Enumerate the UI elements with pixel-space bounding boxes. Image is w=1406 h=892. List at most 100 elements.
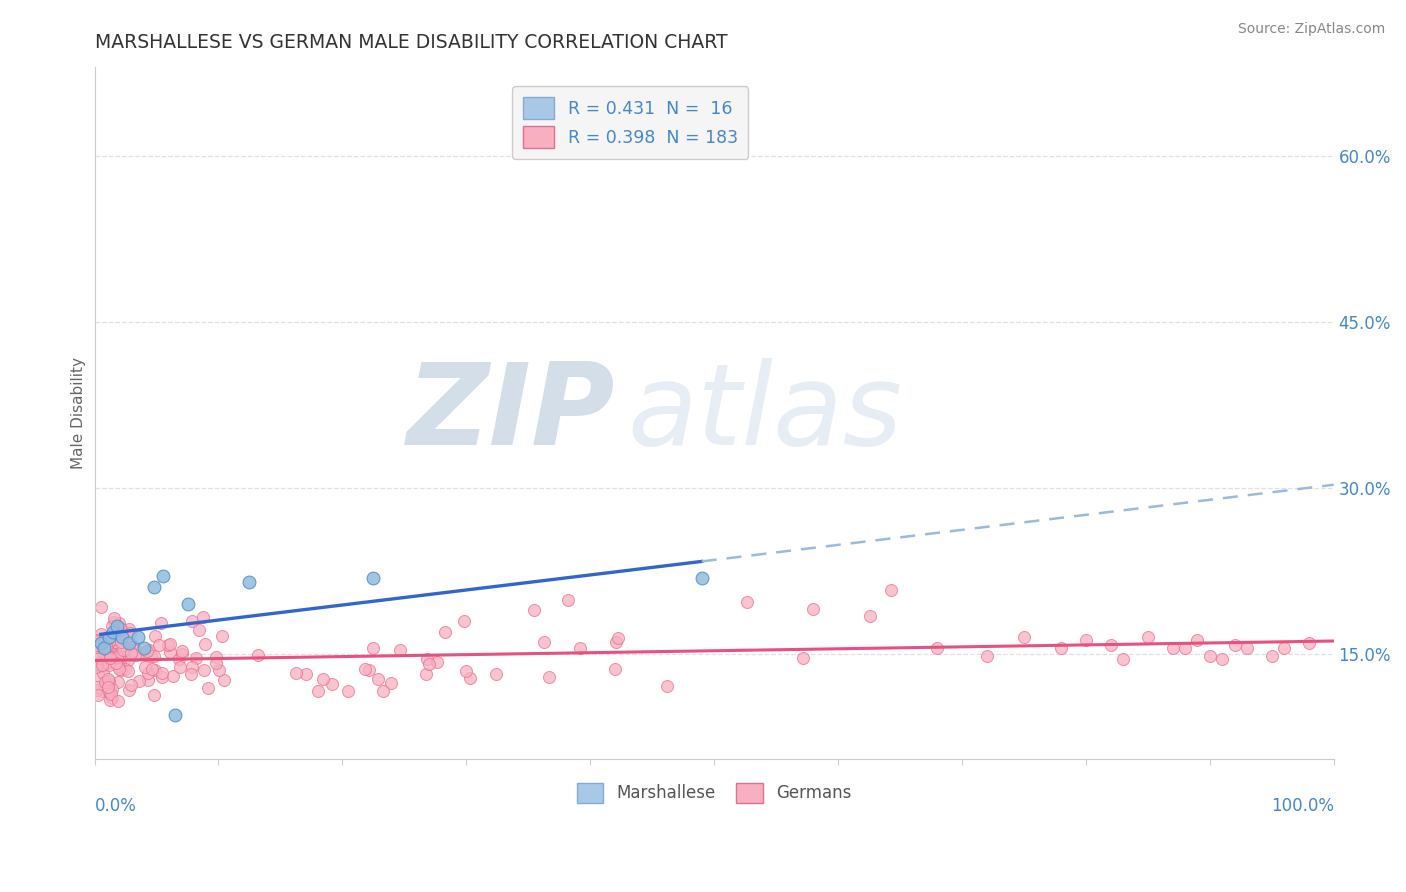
Point: [86, 636, 108, 650]
Point: [104, 647, 127, 661]
Point: [1074, 633, 1097, 648]
Point: [98, 693, 121, 707]
Point: [801, 602, 824, 616]
Point: [110, 663, 132, 677]
Point: [90, 636, 112, 650]
Point: [108, 657, 131, 672]
Point: [107, 674, 129, 689]
Point: [193, 637, 215, 651]
Point: [172, 647, 194, 661]
Point: [100, 690, 122, 705]
Point: [193, 663, 215, 677]
Point: [90, 635, 112, 649]
Point: [97, 680, 120, 694]
Point: [118, 622, 141, 636]
Text: 100.0%: 100.0%: [1271, 797, 1334, 814]
Point: [89, 650, 111, 665]
Point: [361, 641, 384, 656]
Point: [157, 638, 180, 652]
Point: [100, 646, 122, 660]
Point: [90, 655, 112, 669]
Point: [94, 674, 117, 689]
Point: [128, 674, 150, 689]
Point: [91, 658, 114, 673]
Point: [90, 600, 112, 615]
Point: [122, 640, 145, 654]
Point: [84, 633, 107, 648]
Point: [93, 646, 115, 660]
Point: [108, 615, 131, 630]
Point: [97, 648, 120, 662]
Point: [98, 638, 121, 652]
Point: [1223, 638, 1246, 652]
Point: [89, 658, 111, 673]
Point: [142, 648, 165, 663]
Point: [108, 649, 131, 664]
Point: [312, 672, 335, 686]
Point: [111, 643, 134, 657]
Point: [458, 671, 481, 685]
Point: [89, 639, 111, 653]
Point: [1260, 648, 1282, 663]
Point: [108, 621, 131, 635]
Point: [86, 683, 108, 698]
Point: [100, 646, 122, 660]
Point: [103, 615, 125, 630]
Point: [454, 665, 477, 679]
Text: MARSHALLESE VS GERMAN MALE DISABILITY CORRELATION CHART: MARSHALLESE VS GERMAN MALE DISABILITY CO…: [94, 33, 727, 52]
Point: [103, 632, 125, 646]
Point: [247, 648, 270, 662]
Point: [336, 683, 359, 698]
Point: [136, 665, 159, 680]
Point: [353, 662, 375, 676]
Point: [128, 646, 150, 660]
Point: [1236, 641, 1258, 656]
Point: [105, 656, 128, 670]
Y-axis label: Male Disability: Male Disability: [72, 357, 86, 469]
Point: [121, 678, 143, 692]
Point: [96, 650, 118, 665]
Point: [128, 647, 150, 661]
Point: [117, 652, 139, 666]
Point: [148, 638, 170, 652]
Point: [143, 580, 166, 594]
Point: [86, 638, 108, 652]
Point: [162, 669, 184, 683]
Point: [90, 627, 112, 641]
Point: [138, 642, 160, 657]
Point: [86, 646, 108, 660]
Point: [285, 666, 308, 681]
Point: [96, 640, 118, 655]
Point: [690, 571, 713, 585]
Point: [103, 611, 125, 625]
Point: [180, 667, 202, 681]
Point: [605, 661, 627, 675]
Point: [107, 648, 129, 662]
Point: [176, 597, 198, 611]
Point: [107, 662, 129, 676]
Point: [1198, 648, 1220, 663]
Point: [453, 614, 475, 628]
Point: [98, 635, 121, 649]
Point: [208, 664, 231, 678]
Point: [1187, 633, 1209, 648]
Point: [107, 693, 129, 707]
Point: [367, 672, 389, 686]
Point: [97, 675, 120, 690]
Point: [295, 667, 318, 681]
Point: [859, 609, 882, 624]
Point: [134, 660, 156, 674]
Point: [426, 655, 449, 669]
Point: [124, 648, 146, 662]
Point: [792, 651, 814, 665]
Point: [187, 623, 209, 637]
Point: [307, 684, 329, 698]
Point: [533, 634, 555, 648]
Point: [165, 707, 187, 722]
Point: [97, 672, 120, 686]
Point: [117, 664, 139, 678]
Point: [107, 659, 129, 673]
Point: [100, 649, 122, 664]
Point: [485, 667, 508, 681]
Point: [110, 622, 132, 636]
